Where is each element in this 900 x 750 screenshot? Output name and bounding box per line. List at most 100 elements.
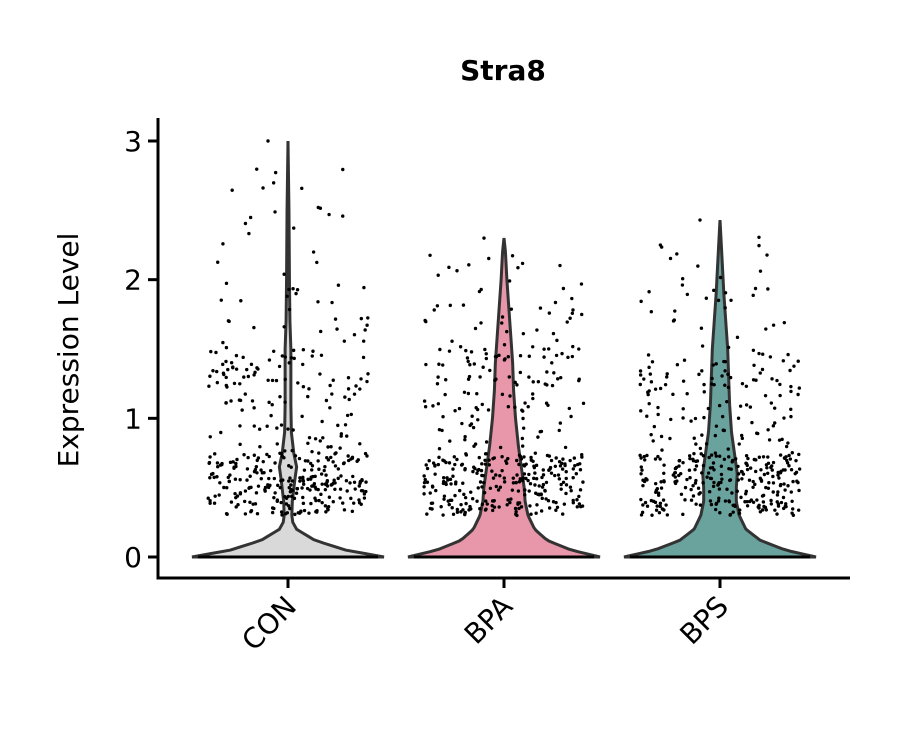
data-point <box>255 366 259 370</box>
data-point <box>727 499 731 503</box>
data-point <box>341 167 345 172</box>
data-point <box>720 414 725 419</box>
data-point <box>236 503 240 507</box>
data-point <box>543 488 547 493</box>
data-point <box>517 480 522 484</box>
data-point <box>524 476 528 481</box>
data-point <box>490 508 495 513</box>
data-point <box>698 446 703 451</box>
data-point <box>293 512 297 517</box>
data-point <box>662 508 666 512</box>
data-point <box>268 483 272 488</box>
data-point <box>657 510 662 515</box>
data-point <box>283 355 287 359</box>
data-point <box>463 434 467 439</box>
data-point <box>563 463 567 468</box>
data-point <box>713 451 718 455</box>
data-point <box>272 476 277 481</box>
data-point <box>648 372 653 376</box>
data-point <box>211 471 215 476</box>
data-point <box>230 188 234 192</box>
data-point <box>656 405 660 410</box>
data-point <box>437 455 441 460</box>
data-point <box>740 436 745 441</box>
data-point <box>778 393 782 398</box>
data-point <box>435 304 440 308</box>
data-point <box>345 489 349 493</box>
data-point <box>681 379 686 383</box>
data-point <box>713 507 718 512</box>
data-point <box>437 362 441 366</box>
data-point <box>787 453 791 458</box>
data-point <box>537 484 541 488</box>
data-point <box>331 481 336 485</box>
data-point <box>577 347 581 351</box>
data-point <box>510 488 515 492</box>
data-point <box>559 375 563 380</box>
data-point <box>229 360 234 365</box>
data-point <box>274 378 279 383</box>
data-point <box>694 502 698 506</box>
data-point <box>307 511 311 515</box>
data-point <box>656 491 661 495</box>
data-point <box>748 499 752 504</box>
data-point <box>571 498 575 503</box>
data-point <box>559 482 563 487</box>
data-point <box>292 496 297 501</box>
data-point <box>306 477 310 482</box>
data-point <box>711 363 715 367</box>
data-point <box>341 461 346 466</box>
data-point <box>712 480 716 485</box>
data-point <box>726 447 730 451</box>
data-point <box>289 465 293 469</box>
data-point <box>494 354 499 359</box>
data-point <box>655 504 659 508</box>
data-point <box>323 487 328 492</box>
data-point <box>469 490 473 494</box>
data-point <box>486 408 491 412</box>
data-point <box>423 477 427 482</box>
data-point <box>511 481 516 485</box>
data-point <box>523 488 527 492</box>
data-point <box>704 442 709 446</box>
data-point <box>287 287 291 292</box>
data-point <box>700 433 704 437</box>
data-point <box>422 492 426 496</box>
data-point <box>773 508 777 512</box>
data-point <box>536 380 541 384</box>
data-point <box>363 451 368 456</box>
data-point <box>662 480 666 484</box>
data-point <box>534 511 538 515</box>
data-point <box>224 401 228 405</box>
data-point <box>769 465 773 470</box>
data-point <box>639 409 643 413</box>
data-point <box>726 345 731 350</box>
data-point <box>441 415 445 419</box>
data-point <box>522 493 527 497</box>
data-point <box>639 497 643 502</box>
data-point <box>279 510 284 514</box>
data-point <box>753 286 758 291</box>
data-point <box>526 405 530 409</box>
data-point <box>797 488 801 493</box>
data-point <box>520 478 525 483</box>
data-point <box>432 308 436 312</box>
data-point <box>208 455 212 459</box>
data-point <box>226 367 230 372</box>
data-point <box>259 477 263 481</box>
data-point <box>527 472 531 477</box>
data-point <box>531 380 535 384</box>
data-point <box>737 511 742 516</box>
data-point <box>708 476 713 481</box>
data-point <box>491 456 495 461</box>
data-point <box>477 289 482 294</box>
data-point <box>653 457 658 461</box>
data-point <box>242 375 246 379</box>
data-point <box>759 468 763 472</box>
data-point <box>453 493 457 498</box>
data-point <box>288 476 292 480</box>
data-point <box>645 504 650 508</box>
data-point <box>661 498 666 502</box>
data-point <box>291 287 295 291</box>
data-point <box>433 463 437 468</box>
